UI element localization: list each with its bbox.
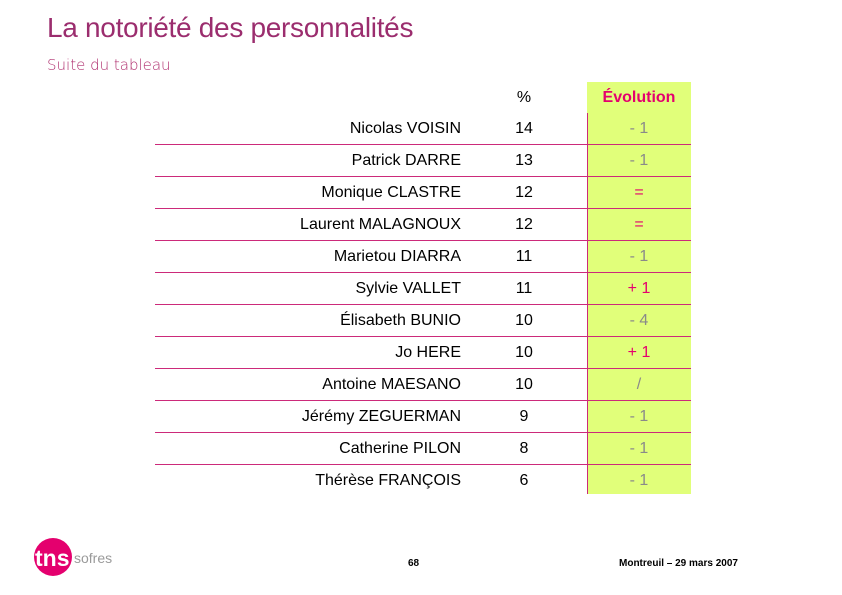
- table-row: Laurent MALAGNOUX 12 =: [155, 209, 691, 241]
- percent-value: 9: [519, 407, 529, 425]
- page-title: La notoriété des personnalités: [47, 12, 414, 43]
- percent-value: 10: [515, 343, 533, 361]
- evolution-value: - 1: [629, 407, 649, 425]
- column-divider: [587, 113, 588, 494]
- page-subtitle: Suite du tableau: [47, 56, 171, 74]
- person-name: Patrick DARRE: [351, 151, 461, 169]
- table-row: Jérémy ZEGUERMAN 9 - 1: [155, 401, 691, 433]
- table-row: Monique CLASTRE 12 =: [155, 177, 691, 209]
- evolution-column-background: [587, 82, 691, 494]
- person-name: Élisabeth BUNIO: [340, 311, 461, 329]
- percent-value: 10: [515, 375, 533, 393]
- evolution-value: + 1: [627, 279, 651, 297]
- table-row: Antoine MAESANO 10 /: [155, 369, 691, 401]
- tns-sofres-logo: tns sofres: [34, 538, 112, 576]
- table-header-row: % Évolution: [155, 82, 691, 113]
- table-row: Nicolas VOISIN 14 - 1: [155, 113, 691, 145]
- evolution-value: + 1: [627, 343, 651, 361]
- footer-location-date: Montreuil – 29 mars 2007: [619, 558, 738, 569]
- evolution-value: - 1: [629, 119, 649, 137]
- header-evolution: Évolution: [602, 88, 676, 106]
- table-row: Élisabeth BUNIO 10 - 4: [155, 305, 691, 337]
- percent-value: 11: [515, 247, 533, 265]
- evolution-value: - 1: [629, 439, 649, 457]
- person-name: Sylvie VALLET: [355, 279, 461, 297]
- percent-value: 12: [515, 183, 533, 201]
- percent-value: 10: [515, 311, 533, 329]
- evolution-value: =: [634, 215, 644, 233]
- person-name: Monique CLASTRE: [321, 183, 461, 201]
- person-name: Jo HERE: [395, 343, 461, 361]
- person-name: Nicolas VOISIN: [349, 119, 461, 137]
- percent-value: 14: [515, 119, 533, 137]
- evolution-value: =: [634, 183, 644, 201]
- evolution-value: /: [636, 375, 642, 393]
- percent-value: 8: [519, 439, 529, 457]
- table-body: Nicolas VOISIN 14 - 1 Patrick DARRE 13 - 1 Mon…: [155, 113, 691, 496]
- evolution-value: - 4: [629, 311, 649, 329]
- percent-value: 11: [515, 279, 533, 297]
- table-row: Patrick DARRE 13 - 1: [155, 145, 691, 177]
- table-row: Marietou DIARRA 11 - 1: [155, 241, 691, 273]
- person-name: Catherine PILON: [339, 439, 461, 457]
- person-name: Marietou DIARRA: [333, 247, 461, 265]
- header-name: [155, 82, 461, 113]
- table-row: Thérèse FRANÇOIS 6 - 1: [155, 465, 691, 497]
- table-row: Jo HERE 10 + 1: [155, 337, 691, 369]
- notoriety-table: % Évolution Nicolas VOISIN 14- 1 Patrick D…: [155, 82, 691, 496]
- evolution-value: - 1: [629, 247, 649, 265]
- page-number: 68: [408, 558, 420, 569]
- logo-name: sofres: [74, 550, 112, 566]
- percent-value: 12: [515, 215, 533, 233]
- evolution-value: - 1: [629, 151, 649, 169]
- header-percent: %: [516, 88, 532, 106]
- person-name: Thérèse FRANÇOIS: [315, 471, 461, 489]
- table-row: Sylvie VALLET 11 + 1: [155, 273, 691, 305]
- person-name: Antoine MAESANO: [322, 375, 461, 393]
- person-name: Jérémy ZEGUERMAN: [301, 407, 461, 425]
- evolution-value: - 1: [629, 471, 649, 489]
- percent-value: 13: [515, 151, 533, 169]
- table-row: Catherine PILON 8 - 1: [155, 433, 691, 465]
- percent-value: 6: [519, 471, 529, 489]
- person-name: Laurent MALAGNOUX: [300, 215, 461, 233]
- logo-brand: tns: [35, 545, 70, 571]
